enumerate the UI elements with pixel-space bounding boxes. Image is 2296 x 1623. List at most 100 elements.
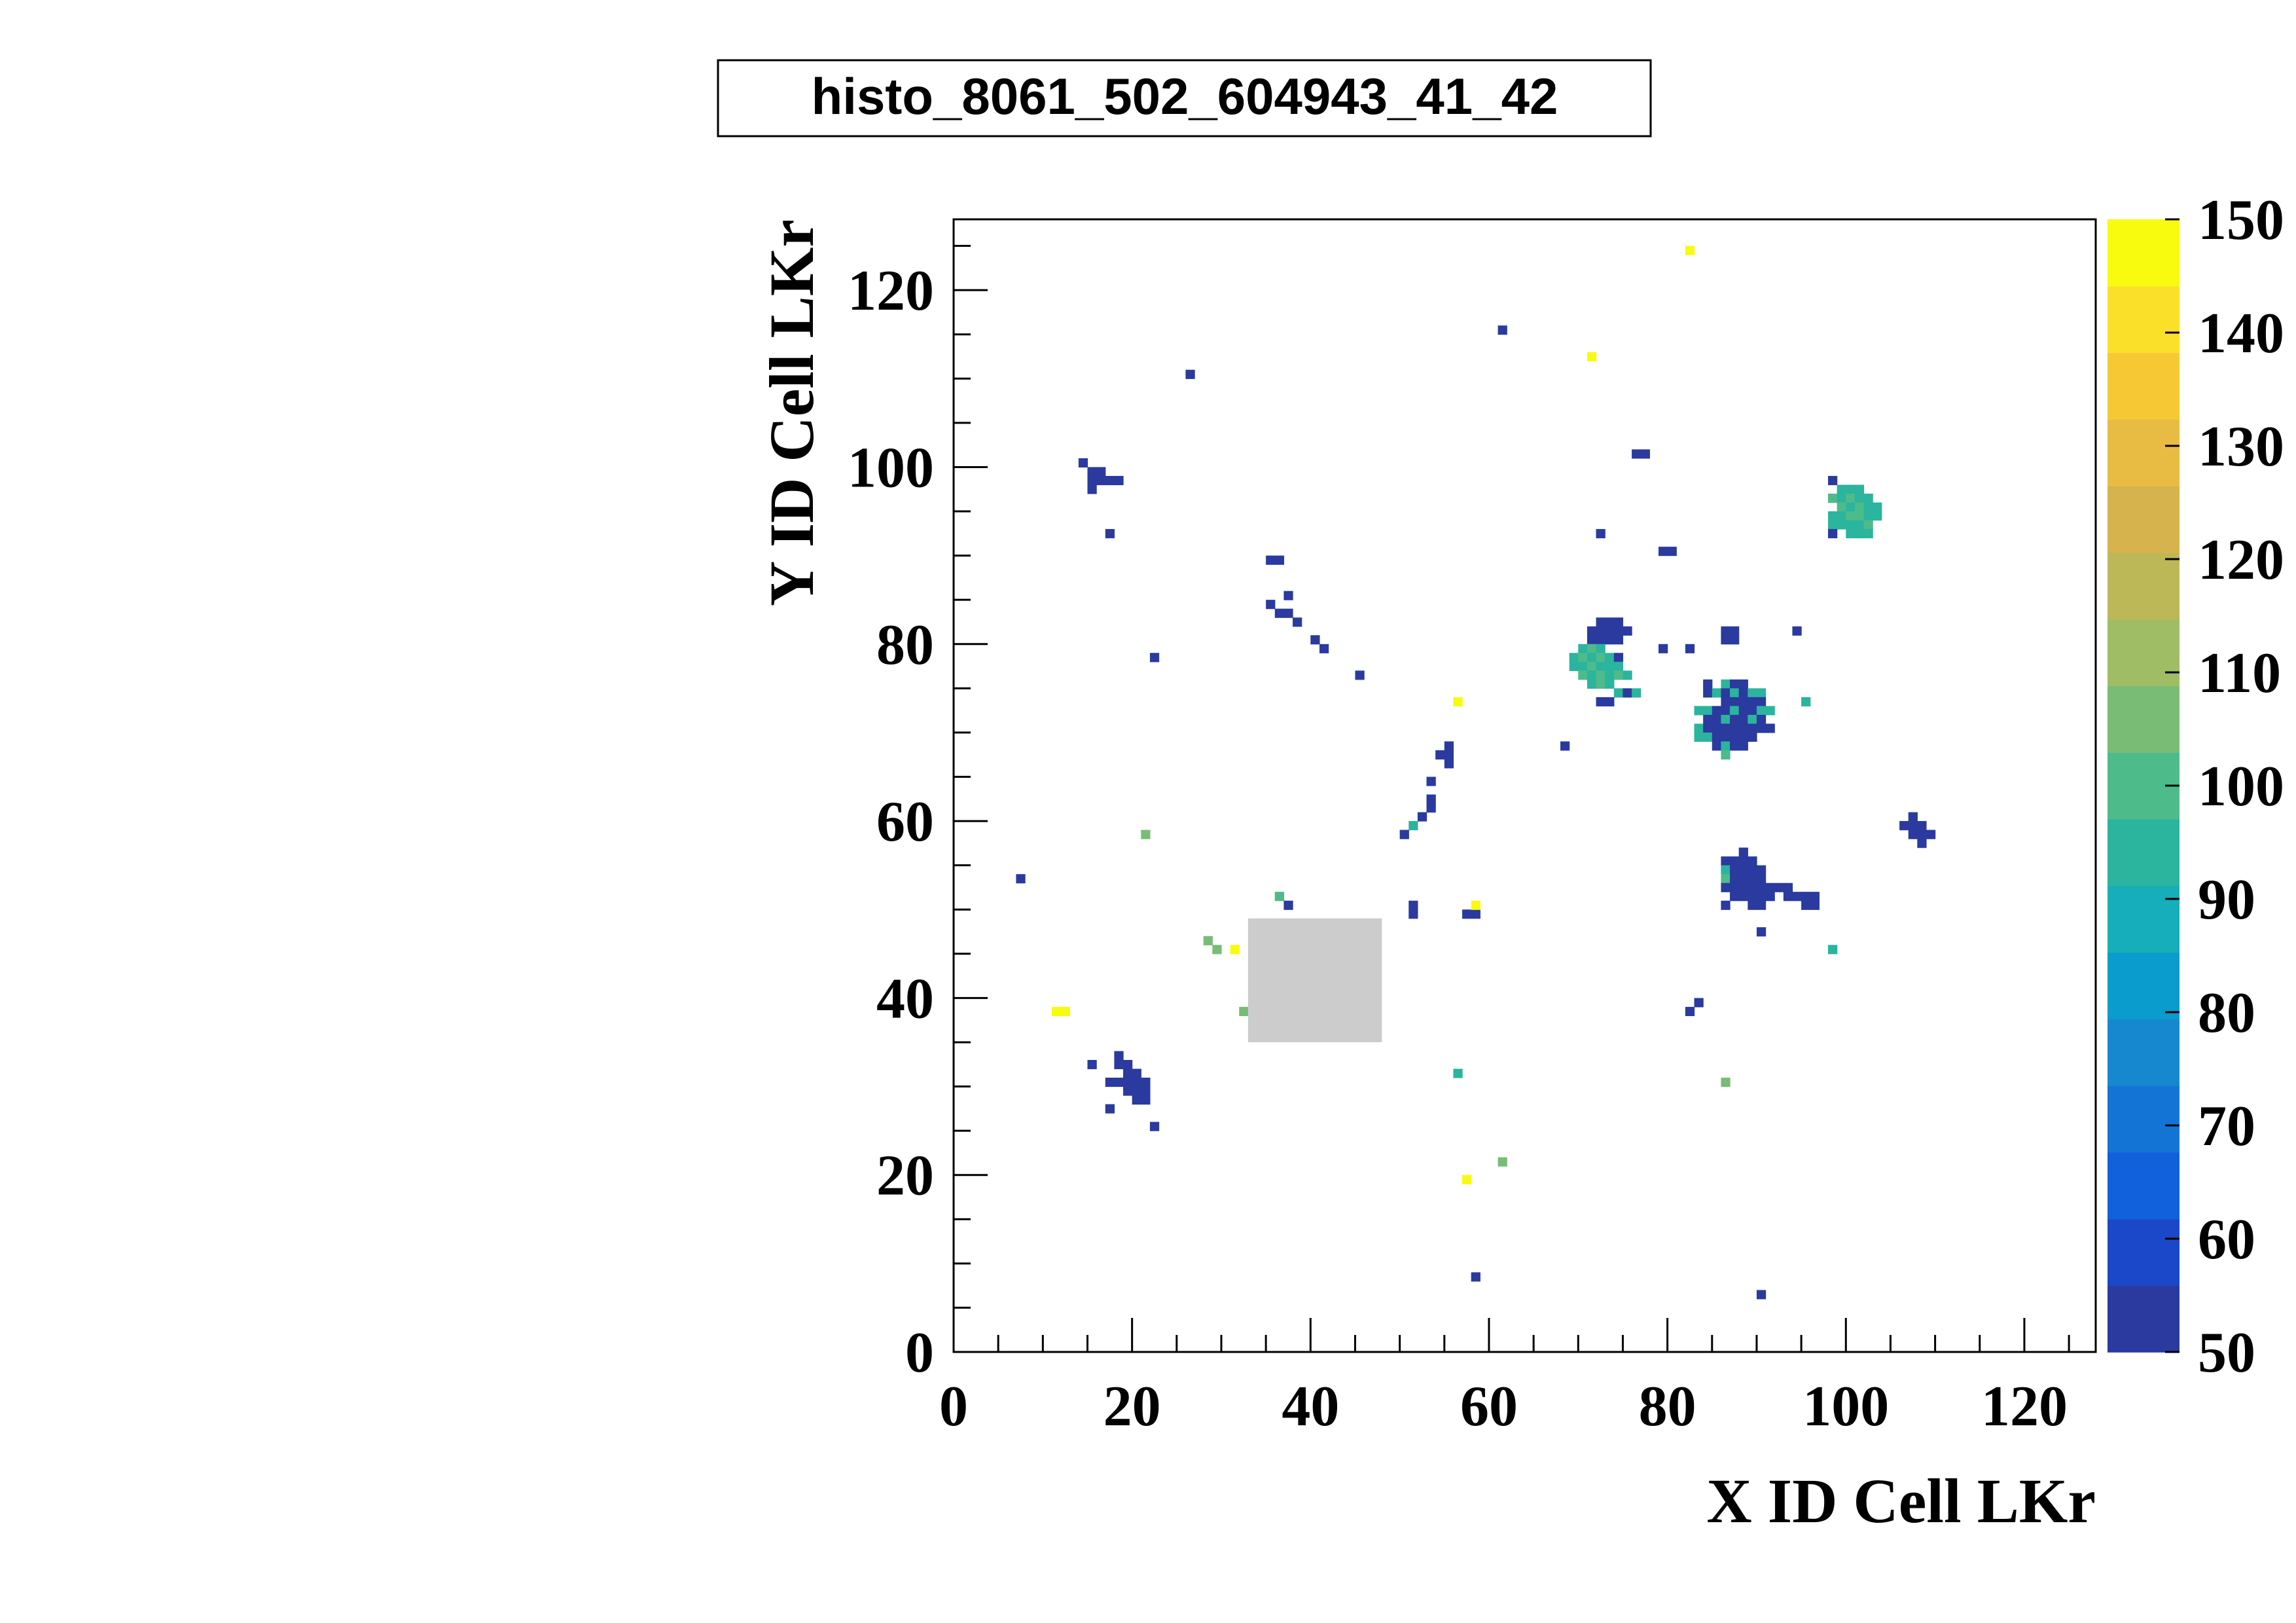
heatmap-cell (1712, 723, 1722, 733)
x-tick-label: 60 (1460, 1375, 1518, 1438)
heatmap-cell (1730, 626, 1740, 636)
heatmap-cell (1149, 653, 1160, 663)
heatmap-cell (1828, 475, 1838, 486)
heatmap-cell (1293, 617, 1302, 627)
heatmap-cell (1801, 892, 1811, 902)
plot-frame (952, 218, 2097, 1353)
heatmap-cell (1569, 653, 1579, 663)
heatmap-cell (1613, 635, 1624, 645)
x-tick-label: 80 (1639, 1375, 1696, 1438)
heatmap-cell (1738, 883, 1748, 892)
color-scale-band (2108, 1218, 2179, 1286)
heatmap-cell (1863, 529, 1873, 539)
heatmap-cell (1765, 723, 1775, 733)
heatmap-cell (1748, 865, 1757, 875)
heatmap-cell (1730, 679, 1740, 689)
color-scale-labels: 50 60 70 80 90 100 110 120 130 140 150 (2165, 189, 2284, 1385)
heatmap-cell (1132, 1095, 1141, 1105)
color-scale-label: 150 (2198, 189, 2284, 252)
heatmap-cell (1730, 697, 1740, 706)
heatmap-cell (1748, 714, 1757, 724)
heatmap-cell (1730, 883, 1740, 892)
heatmap-cell (1738, 865, 1748, 875)
heatmap-cell (1810, 900, 1820, 910)
heatmap-cell (1266, 600, 1276, 610)
heatmap-cell (1605, 626, 1615, 636)
heatmap-cell (1721, 900, 1731, 910)
heatmap-cell (1685, 644, 1695, 653)
heatmap-cell (1730, 741, 1740, 751)
heatmap-cell (1596, 529, 1605, 539)
heatmap-cell (1605, 661, 1615, 671)
color-scale-band (2108, 818, 2179, 886)
heatmap-cell (1596, 644, 1605, 653)
heatmap-cell (1694, 998, 1704, 1008)
heatmap-cell (1721, 883, 1731, 892)
heatmap-cell (1756, 697, 1767, 706)
y-tick-label: 100 (848, 436, 934, 500)
heatmap-cell (1846, 529, 1856, 539)
heatmap-cell (1756, 688, 1767, 698)
heatmap-cell (1765, 892, 1775, 902)
y-axis: 0 20 40 60 80 100 120 (848, 245, 988, 1385)
heatmap-cell (1738, 732, 1748, 742)
color-scale-label: 120 (2198, 528, 2284, 592)
color-scale-label: 100 (2198, 755, 2284, 818)
heatmap-cell (1141, 830, 1151, 839)
heatmap-cell (1632, 688, 1641, 698)
heatmap-cell (1748, 856, 1757, 866)
heatmap-cell (1854, 493, 1865, 503)
heatmap-cell (1721, 856, 1731, 866)
heatmap-cell (1114, 475, 1124, 486)
heatmap-cell (1087, 484, 1097, 494)
heatmap-cell (1283, 608, 1293, 618)
color-scale-band (2108, 1152, 2179, 1220)
heatmap-cell (1694, 706, 1704, 716)
heatmap-cell (1721, 688, 1731, 698)
heatmap-cell (1846, 493, 1856, 503)
heatmap-cell (1721, 706, 1731, 716)
heatmap-cell (1087, 1059, 1097, 1070)
heatmap-cell (1578, 653, 1588, 663)
color-scale-band (2108, 885, 2179, 953)
heatmap-cell (1060, 1006, 1070, 1017)
heatmap-cell (1756, 892, 1767, 902)
x-axis-title: X ID Cell LKr (1706, 1466, 2096, 1536)
heatmap-cell (1105, 529, 1115, 539)
x-tick-label: 0 (939, 1375, 968, 1438)
color-scale-band (2108, 219, 2179, 287)
heatmap-cell (1756, 706, 1767, 716)
heatmap-cell (1355, 670, 1365, 680)
color-scale-band (2108, 619, 2179, 687)
heatmap-cell (1908, 821, 1918, 831)
heatmap-cell (1462, 909, 1472, 919)
heatmap-cell (1587, 644, 1597, 653)
heatmap-cell (1917, 830, 1927, 839)
heatmap-cell (1132, 1086, 1141, 1096)
heatmap-cell (1721, 865, 1731, 875)
heatmap-cell (1640, 449, 1650, 459)
color-scale-band (2108, 685, 2179, 753)
heatmap-cell (1792, 892, 1802, 902)
heatmap-cell (1738, 847, 1748, 857)
heatmap-cell (1908, 812, 1918, 822)
y-tick-label: 80 (876, 613, 934, 677)
heatmap-cell (1596, 626, 1605, 636)
heatmap-cell (1846, 502, 1856, 512)
heatmap-cell (1917, 821, 1927, 831)
heatmap-cell (1605, 617, 1615, 627)
heatmap-cell (1605, 679, 1615, 689)
heatmap-cell (1703, 723, 1713, 733)
heatmap-cell (1748, 874, 1757, 884)
heatmap-cell (1587, 653, 1597, 663)
heatmap-cell (1721, 741, 1731, 751)
heatmap-cell (1837, 520, 1846, 530)
heatmap-cell (1587, 661, 1597, 671)
heatmap-cell (1854, 511, 1865, 521)
heatmap-cell (1141, 1095, 1151, 1105)
heatmap-cell (1096, 475, 1106, 486)
heatmap-cell (1748, 723, 1757, 733)
heatmap-cell (1712, 732, 1722, 742)
heatmap-cell (1756, 927, 1767, 937)
heatmap-cell (1721, 635, 1731, 645)
